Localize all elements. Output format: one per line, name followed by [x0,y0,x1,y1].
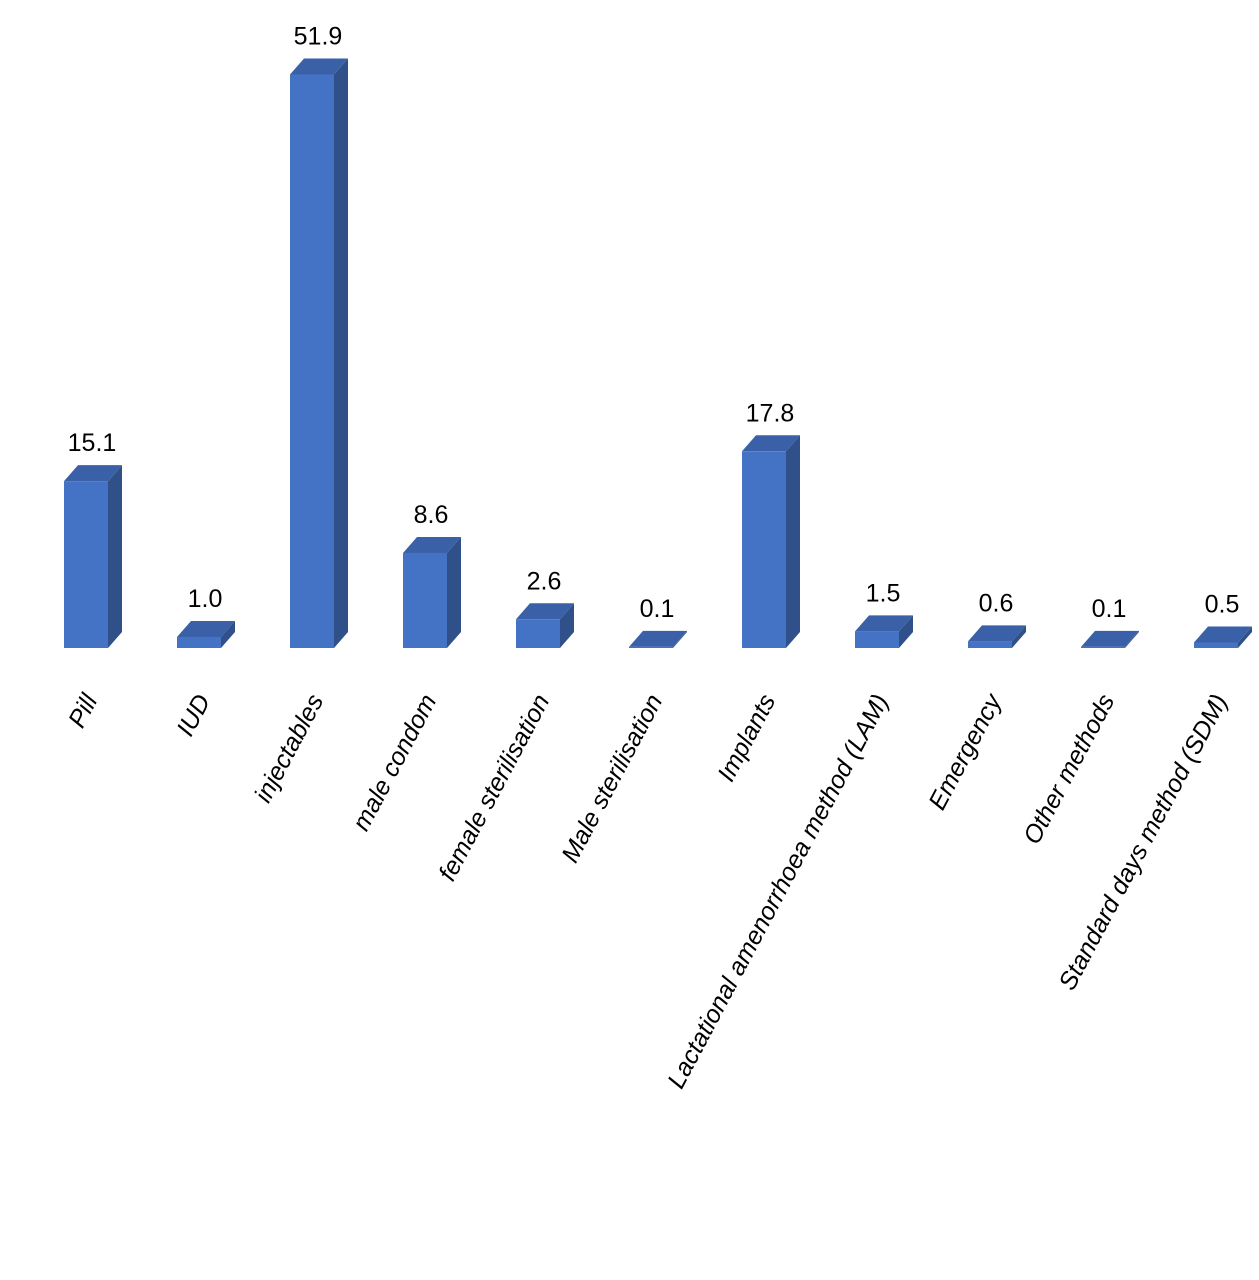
bar-top [1081,630,1139,647]
bar [855,631,899,648]
value-label: 17.8 [746,399,795,427]
value-label: 2.6 [527,567,562,595]
bar [64,481,108,648]
value-label: 51.9 [294,23,343,51]
bar-top [629,630,687,647]
x-tick-label: Implants [712,690,781,787]
value-label: 0.1 [1092,595,1127,623]
x-tick-label: female sterilisation [433,690,555,886]
bar-side [221,620,235,648]
x-tick-label: Lactational amenorrhoea method (LAM) [662,690,894,1093]
value-label: 0.1 [640,595,675,623]
value-label: 1.0 [188,585,223,613]
bar-side [447,536,461,648]
value-label: 15.1 [68,429,117,457]
bar-side [334,58,348,648]
x-tick-label: Emergency [923,688,1008,814]
x-tick-label: Male sterilisation [556,690,668,868]
x-tick-label: male condom [347,690,442,836]
bar [177,636,221,648]
bar-top [855,615,913,632]
bar [403,552,447,648]
bar-side [108,465,122,648]
x-tick-label: Pill [63,688,104,732]
value-label: 1.5 [866,579,901,607]
value-label: 0.5 [1205,590,1240,618]
bar [1194,642,1238,648]
bar [290,74,334,648]
bar [1081,646,1125,648]
bar [629,646,673,648]
bar-top [177,620,235,637]
bar [968,641,1012,648]
bar-top [742,435,800,452]
bar-top [516,603,574,620]
bar-top [290,58,348,75]
bar-side [1238,626,1252,648]
value-label: 0.6 [979,589,1014,617]
bar-side [673,630,687,648]
value-label: 8.6 [414,501,449,529]
bar-side [1125,630,1139,648]
bar-side [560,603,574,648]
x-tick-label: IUD [171,690,216,741]
bar-top [968,625,1026,642]
bar-top [403,536,461,553]
bar-top [64,465,122,482]
bar [742,451,786,648]
x-tick-label: Other methods [1018,690,1120,849]
bar-side [786,435,800,648]
bar-side [899,615,913,648]
bar-side [1012,625,1026,648]
bar-top [1194,626,1252,643]
bar [516,619,560,648]
x-tick-label: injectables [249,690,329,807]
